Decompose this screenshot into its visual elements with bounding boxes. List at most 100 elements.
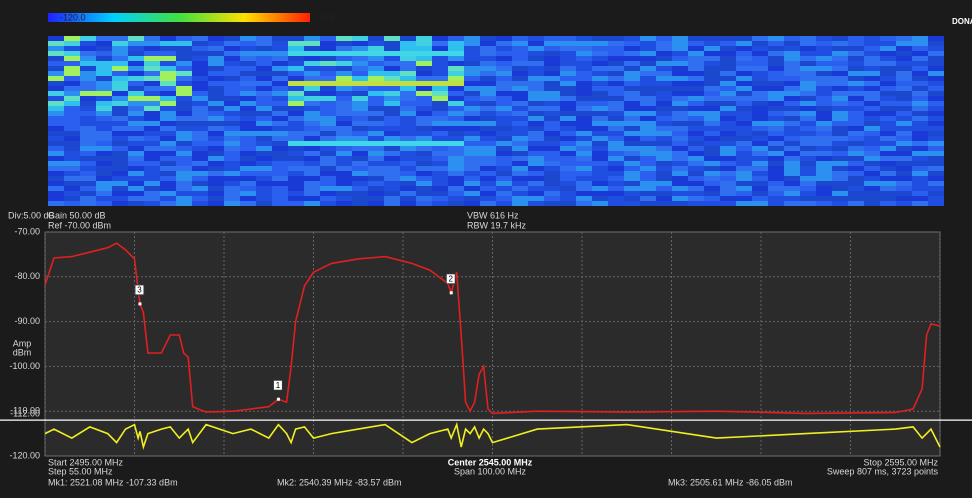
waterfall-cell [768,96,784,101]
waterfall-cell [208,131,224,136]
waterfall-cell [384,126,400,131]
waterfall-cell [544,156,560,161]
waterfall-cell [112,131,128,136]
waterfall-cell [592,41,608,46]
waterfall-cell [720,56,736,61]
waterfall-cell [640,136,656,141]
waterfall-cell [800,176,816,181]
waterfall-cell [608,116,624,121]
waterfall-cell [448,191,464,196]
waterfall-cell [496,46,512,51]
waterfall-cell [160,66,176,71]
waterfall-cell [736,146,752,151]
waterfall-cell [800,101,816,106]
waterfall-cell [496,66,512,71]
waterfall-cell [224,181,240,186]
waterfall-cell [48,201,64,206]
waterfall-cell [160,71,176,76]
waterfall-cell [704,161,720,166]
waterfall-cell [416,136,432,141]
waterfall-cell [576,126,592,131]
waterfall-cell [192,91,208,96]
waterfall-cell [176,186,192,191]
waterfall-cell [912,66,928,71]
waterfall-cell [336,81,352,86]
waterfall-cell [768,106,784,111]
waterfall-cell [128,51,144,56]
waterfall-cell [896,181,912,186]
waterfall-cell [816,111,832,116]
waterfall-cell [832,161,848,166]
waterfall-cell [288,121,304,126]
waterfall-cell [384,76,400,81]
waterfall-cell [80,201,96,206]
waterfall-cell [864,66,880,71]
waterfall-cell [176,126,192,131]
y-tick-label: -70.00 [14,226,40,236]
waterfall-cell [368,136,384,141]
marker-point [449,291,453,295]
waterfall-cell [224,71,240,76]
waterfall-cell [80,126,96,131]
waterfall-cell [832,96,848,101]
waterfall-cell [208,71,224,76]
waterfall-cell [704,121,720,126]
waterfall-cell [896,136,912,141]
waterfall-cell [912,56,928,61]
waterfall-cell [880,166,896,171]
waterfall-cell [416,51,432,56]
waterfall-cell [96,61,112,66]
waterfall-cell [416,186,432,191]
waterfall-cell [576,106,592,111]
waterfall-cell [704,46,720,51]
waterfall-cell [704,36,720,41]
waterfall-cell [64,46,80,51]
waterfall-cell [864,201,880,206]
waterfall-cell [144,181,160,186]
waterfall-cell [208,201,224,206]
waterfall-cell [736,46,752,51]
waterfall-cell [192,171,208,176]
waterfall-cell [624,121,640,126]
waterfall-cell [720,66,736,71]
waterfall-cell [928,61,944,66]
waterfall-cell [352,136,368,141]
waterfall-cell [720,136,736,141]
waterfall-cell [624,141,640,146]
waterfall-cell [720,61,736,66]
vbw-label: VBW 616 Hz [467,210,519,220]
waterfall-cell [224,151,240,156]
waterfall-cell [48,71,64,76]
waterfall-cell [512,101,528,106]
waterfall-cell [416,111,432,116]
waterfall-cell [304,156,320,161]
waterfall-cell [720,91,736,96]
waterfall-cell [192,41,208,46]
waterfall-cell [192,141,208,146]
waterfall-cell [656,66,672,71]
waterfall-cell [672,171,688,176]
waterfall-cell [384,186,400,191]
waterfall-cell [240,131,256,136]
waterfall-cell [480,56,496,61]
waterfall-cell [400,71,416,76]
waterfall-cell [784,36,800,41]
waterfall-cell [608,36,624,41]
waterfall-cell [816,41,832,46]
waterfall-cell [512,201,528,206]
waterfall-cell [304,151,320,156]
waterfall-cell [64,181,80,186]
waterfall-cell [272,96,288,101]
waterfall-cell [544,41,560,46]
waterfall-cell [48,111,64,116]
waterfall-cell [496,101,512,106]
waterfall-cell [736,76,752,81]
waterfall-cell [288,141,304,146]
waterfall-cell [864,146,880,151]
waterfall-cell [704,146,720,151]
waterfall-cell [800,86,816,91]
waterfall-cell [256,191,272,196]
waterfall-cell [256,56,272,61]
waterfall-cell [48,171,64,176]
waterfall-cell [368,91,384,96]
